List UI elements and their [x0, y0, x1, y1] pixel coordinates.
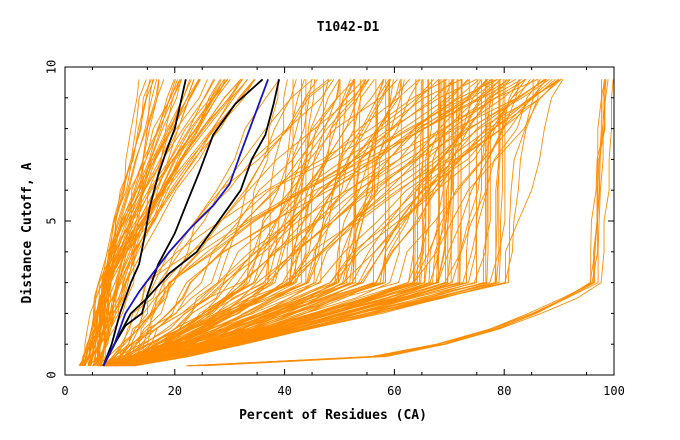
y-tick-label: 10: [45, 60, 59, 74]
model-line-flat: [190, 79, 602, 367]
model-line-fan: [114, 79, 391, 367]
model-line-fan: [132, 79, 455, 367]
axis-ticks: 0 20 40 60 80 100 0 5 10: [45, 60, 625, 398]
model-line-fan: [113, 79, 288, 367]
x-tick-label: 60: [387, 384, 401, 398]
model-line-fan: [126, 79, 435, 367]
model-line-steep: [83, 79, 183, 366]
highlight-line-1: [102, 79, 187, 367]
model-line-fan: [115, 78, 550, 367]
model-line-fan: [105, 78, 494, 367]
model-line-fan: [133, 78, 313, 367]
model-line-fan: [99, 78, 420, 367]
model-line-fan: [99, 79, 463, 367]
model-line-steep: [99, 79, 140, 366]
model-line-steep: [92, 79, 231, 366]
model-line-fan: [133, 79, 490, 367]
model-line-steep: [92, 79, 242, 367]
model-line-steep: [88, 79, 181, 366]
model-line-fan: [106, 79, 302, 367]
model-line-fan: [101, 78, 498, 367]
model-line-steep: [87, 79, 151, 366]
model-line-fan: [129, 79, 394, 367]
plot-lines: [78, 78, 614, 367]
model-line-steep: [100, 79, 226, 367]
model-line-flat: [187, 79, 606, 367]
model-line-fan: [104, 79, 375, 367]
model-line-fan: [106, 78, 332, 367]
highlight-line-3: [102, 79, 280, 367]
x-tick-label: 0: [61, 384, 68, 398]
model-line-fan: [132, 78, 511, 367]
model-line-fan: [111, 78, 559, 367]
x-tick-label: 80: [497, 384, 511, 398]
model-line-fan: [116, 79, 313, 367]
x-tick-label: 40: [277, 384, 291, 398]
model-line-flat: [186, 79, 609, 367]
model-line-steep: [91, 79, 154, 367]
model-line-fan: [115, 79, 377, 367]
model-line-steep: [89, 79, 195, 366]
model-line-fan: [104, 79, 401, 367]
y-tick-label: 0: [45, 371, 59, 378]
model-line-fan: [119, 79, 385, 367]
model-line-steep: [83, 79, 228, 366]
x-tick-label: 20: [168, 384, 182, 398]
x-axis-label: Percent of Residues (CA): [239, 408, 427, 423]
model-line-fan: [132, 78, 508, 367]
model-line-fan: [127, 79, 330, 367]
model-line-fan: [118, 79, 442, 367]
highlight-line-4: [102, 78, 269, 367]
chart-title: T1042-D1: [317, 20, 380, 35]
model-line-fan: [128, 79, 424, 367]
model-line-fan: [102, 78, 365, 367]
model-line-fan: [106, 78, 470, 367]
model-line-fan: [100, 79, 340, 367]
model-line-fan: [128, 79, 297, 367]
model-line-fan: [124, 78, 480, 367]
model-line-fan: [103, 79, 521, 367]
model-line-steep: [96, 79, 182, 366]
model-line-fan: [112, 79, 367, 367]
x-tick-label: 100: [603, 384, 625, 398]
model-line-fan: [128, 78, 502, 367]
y-axis-label: Distance Cutoff, A: [20, 162, 35, 303]
model-line-fan: [111, 78, 329, 367]
y-tick-label: 5: [45, 217, 59, 224]
model-line-fan: [109, 79, 488, 367]
model-line-fan: [115, 79, 402, 367]
model-line-fan: [112, 79, 440, 367]
model-line-fan: [104, 79, 564, 367]
model-line-fan: [128, 78, 545, 367]
